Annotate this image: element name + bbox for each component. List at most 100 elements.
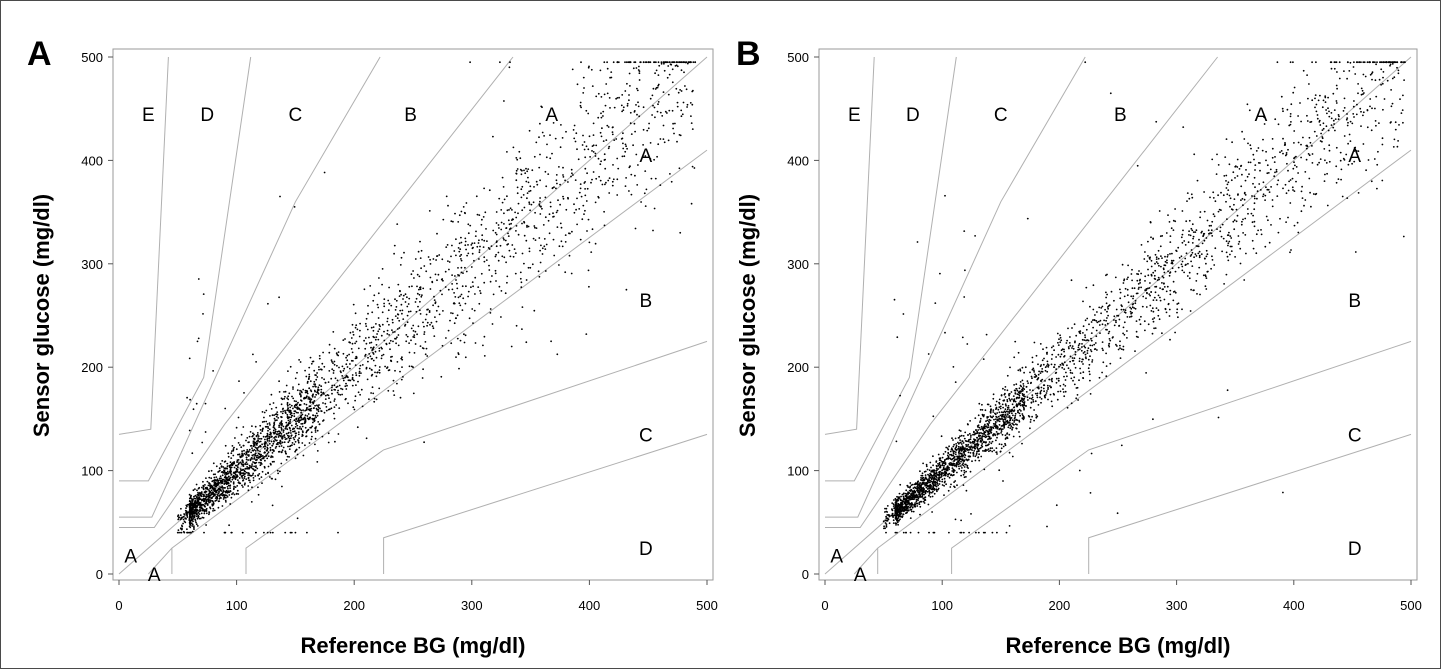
data-point xyxy=(1149,256,1151,259)
data-point xyxy=(1396,61,1399,64)
data-point xyxy=(349,363,351,365)
data-point xyxy=(476,213,479,216)
data-point xyxy=(956,484,958,487)
data-point xyxy=(474,342,477,344)
data-point xyxy=(445,337,447,339)
data-point xyxy=(219,475,222,478)
data-point xyxy=(895,524,897,526)
data-point xyxy=(515,324,518,327)
data-point xyxy=(1069,344,1072,347)
data-point xyxy=(665,61,668,64)
data-point xyxy=(223,483,226,485)
data-point xyxy=(1172,280,1175,283)
data-point xyxy=(1050,346,1053,349)
data-point xyxy=(599,163,602,166)
data-point xyxy=(435,259,437,261)
data-point xyxy=(1306,114,1308,117)
data-point xyxy=(252,479,255,482)
data-point xyxy=(229,503,232,505)
data-point xyxy=(253,465,256,468)
data-point xyxy=(332,362,334,364)
data-point xyxy=(1122,308,1125,311)
data-point xyxy=(294,426,297,428)
data-point xyxy=(620,104,623,107)
data-point xyxy=(198,510,201,513)
data-point xyxy=(1226,218,1228,221)
data-point xyxy=(225,496,227,499)
data-point xyxy=(289,365,292,368)
data-point xyxy=(344,338,346,340)
data-point xyxy=(694,61,697,64)
data-point xyxy=(455,279,457,281)
data-point xyxy=(204,484,206,486)
data-point xyxy=(365,317,368,320)
data-point xyxy=(672,122,674,125)
data-point xyxy=(236,461,238,463)
data-point xyxy=(231,493,233,495)
data-point xyxy=(1258,183,1261,185)
data-point xyxy=(428,311,431,313)
data-point xyxy=(570,175,572,178)
data-point xyxy=(202,293,205,295)
data-point xyxy=(193,528,195,530)
data-point xyxy=(926,488,929,490)
data-point xyxy=(1161,332,1163,335)
data-point xyxy=(460,271,463,274)
data-point xyxy=(515,230,517,232)
data-point xyxy=(250,466,253,469)
data-point xyxy=(358,374,361,377)
data-point xyxy=(495,280,497,282)
data-point xyxy=(573,137,576,140)
data-point xyxy=(500,209,503,211)
data-point xyxy=(236,474,239,476)
data-point xyxy=(295,420,297,423)
data-point xyxy=(1203,257,1206,260)
zone-boundary-line xyxy=(119,56,252,482)
data-point xyxy=(977,414,980,417)
data-point xyxy=(248,479,250,482)
data-point xyxy=(255,531,257,534)
data-point xyxy=(182,515,185,518)
data-point xyxy=(1022,385,1025,387)
data-point xyxy=(299,392,301,394)
data-point xyxy=(453,292,455,294)
data-point xyxy=(364,322,367,325)
data-point xyxy=(635,104,637,106)
data-point xyxy=(632,67,635,70)
data-point xyxy=(1341,195,1344,198)
data-point xyxy=(235,476,238,479)
data-point xyxy=(333,347,336,350)
data-point xyxy=(1353,61,1355,64)
data-point xyxy=(1043,390,1045,393)
data-point xyxy=(495,241,498,244)
zone-label-b: B xyxy=(404,105,417,126)
data-point xyxy=(356,426,359,429)
data-point xyxy=(673,61,675,64)
data-point xyxy=(1139,282,1141,284)
data-point xyxy=(1057,344,1060,346)
data-point xyxy=(350,337,353,339)
data-point xyxy=(1195,229,1198,232)
data-point xyxy=(1260,229,1262,231)
data-point xyxy=(245,471,248,474)
data-point xyxy=(255,465,257,467)
data-point xyxy=(316,414,319,417)
data-point xyxy=(230,531,233,534)
data-point xyxy=(216,479,218,481)
data-point xyxy=(207,484,210,487)
data-point xyxy=(312,385,314,388)
data-point xyxy=(634,174,636,177)
data-point xyxy=(1043,384,1046,387)
data-point xyxy=(317,410,320,413)
data-point xyxy=(1202,232,1205,235)
data-point xyxy=(224,491,227,494)
data-point xyxy=(230,496,233,499)
data-point xyxy=(328,370,331,372)
data-point xyxy=(1074,353,1077,356)
data-point xyxy=(1195,280,1198,282)
data-point xyxy=(201,499,203,502)
data-point xyxy=(933,531,936,534)
data-point xyxy=(1328,110,1330,113)
data-point xyxy=(1048,378,1051,381)
